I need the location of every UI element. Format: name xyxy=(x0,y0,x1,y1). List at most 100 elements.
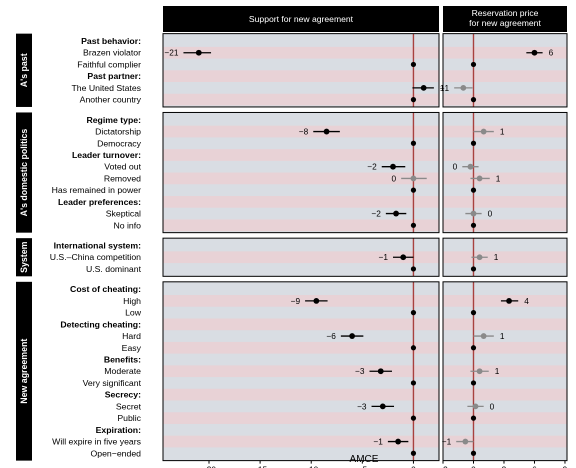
x-tick-label: 9 xyxy=(563,465,568,468)
estimate-point xyxy=(349,333,356,339)
row-stripe xyxy=(163,318,439,331)
row-label: Will expire in five years xyxy=(52,437,141,447)
row-section-header: Past partner: xyxy=(87,71,141,81)
row-stripe xyxy=(443,341,567,354)
reference-point xyxy=(410,266,417,272)
estimate-point xyxy=(400,254,407,261)
row-stripe xyxy=(163,172,439,185)
reference-point xyxy=(410,97,417,103)
reference-point xyxy=(470,97,477,103)
row-stripe xyxy=(163,125,439,138)
row-stripe xyxy=(163,388,439,401)
row-stripe xyxy=(443,93,567,106)
row-section-header: Secrecy: xyxy=(105,390,141,400)
row-section-header: Regime type: xyxy=(86,115,141,125)
panel-title-line: Support for new agreement xyxy=(249,14,354,24)
reference-point xyxy=(470,187,477,193)
row-section-header: Expiration: xyxy=(96,425,141,435)
row-stripe xyxy=(443,149,567,161)
row-stripe xyxy=(443,388,567,401)
reference-point xyxy=(470,266,477,272)
estimate-label: −3 xyxy=(355,366,365,376)
estimate-label: 0 xyxy=(392,173,397,183)
row-label: Skeptical xyxy=(106,209,141,219)
estimate-point xyxy=(313,298,320,304)
x-tick-label: 6 xyxy=(532,465,537,468)
row-stripe xyxy=(163,365,439,378)
row-label: Easy xyxy=(122,343,142,353)
estimate-label: 1 xyxy=(496,173,501,183)
group-panel-border xyxy=(442,33,568,108)
x-tick-label: 0 xyxy=(471,465,476,468)
estimate-label: −6 xyxy=(326,331,336,341)
estimate-point xyxy=(393,210,399,217)
row-label: No info xyxy=(113,220,141,230)
group-panel-border xyxy=(442,281,568,462)
estimate-point xyxy=(195,49,202,56)
estimate-point xyxy=(410,175,417,182)
row-stripe xyxy=(163,219,439,232)
row-stripe xyxy=(163,251,439,264)
row-label: Voted out xyxy=(104,162,141,172)
reference-point xyxy=(410,380,417,386)
group-panel-border xyxy=(162,33,440,108)
row-section-header: Past behavior: xyxy=(81,36,141,46)
row-section-header: Detecting cheating: xyxy=(60,319,141,329)
row-label: U.S.–China competition xyxy=(50,252,141,262)
row-stripe xyxy=(443,125,567,138)
panel-header-1 xyxy=(163,6,439,32)
reference-point xyxy=(470,61,477,68)
row-label: High xyxy=(123,296,141,306)
row-label: Brazen violator xyxy=(83,48,141,58)
estimate-label: −8 xyxy=(299,127,309,137)
row-label: Democracy xyxy=(97,138,142,148)
group-strip xyxy=(16,281,32,461)
row-stripe xyxy=(443,172,567,185)
estimate-label: 0 xyxy=(490,401,495,411)
group-panel-border xyxy=(162,281,440,462)
panel-title-line: Reservation price xyxy=(472,8,539,18)
estimate-label: 0 xyxy=(453,162,458,172)
row-stripe xyxy=(163,295,439,307)
estimate-label: −2 xyxy=(367,162,377,172)
x-tick-label: 0 xyxy=(411,465,416,468)
row-label: Another country xyxy=(80,95,142,105)
reference-point xyxy=(410,187,417,193)
row-section-header: Cost of cheating: xyxy=(70,284,141,294)
reference-point xyxy=(410,450,417,456)
estimate-point xyxy=(323,128,330,135)
row-label: Dictatorship xyxy=(95,127,141,137)
estimate-label: 6 xyxy=(549,48,554,58)
estimate-label: −1 xyxy=(442,437,452,447)
row-label: Moderate xyxy=(104,366,141,376)
row-stripe xyxy=(443,196,567,208)
row-label: Low xyxy=(125,308,142,318)
x-tick-label: −15 xyxy=(253,465,267,468)
row-stripe xyxy=(163,93,439,106)
row-stripe xyxy=(163,341,439,354)
estimate-label: −21 xyxy=(164,48,178,58)
row-stripe xyxy=(443,46,567,59)
estimate-point xyxy=(390,163,396,170)
row-stripe xyxy=(443,365,567,378)
row-stripe xyxy=(163,435,439,448)
row-stripe xyxy=(443,70,567,83)
estimate-label: −9 xyxy=(291,296,301,306)
x-tick-label: −10 xyxy=(304,465,318,468)
reference-point xyxy=(470,310,477,316)
row-section-header: Leader preferences: xyxy=(58,197,141,207)
group-panel-border xyxy=(162,237,440,277)
row-section-header: International system: xyxy=(54,241,141,251)
estimate-point xyxy=(395,438,402,445)
row-stripe xyxy=(443,318,567,331)
x-tick-label: −3 xyxy=(438,465,448,468)
reference-point xyxy=(410,415,417,421)
panel-header-2 xyxy=(443,6,567,32)
row-label: Hard xyxy=(122,331,141,341)
row-label: Faithful complier xyxy=(77,59,141,69)
estimate-label: −1 xyxy=(440,83,450,93)
row-label: U.S. dominant xyxy=(86,264,142,274)
estimate-point xyxy=(377,368,384,375)
estimate-label: −3 xyxy=(357,401,367,411)
